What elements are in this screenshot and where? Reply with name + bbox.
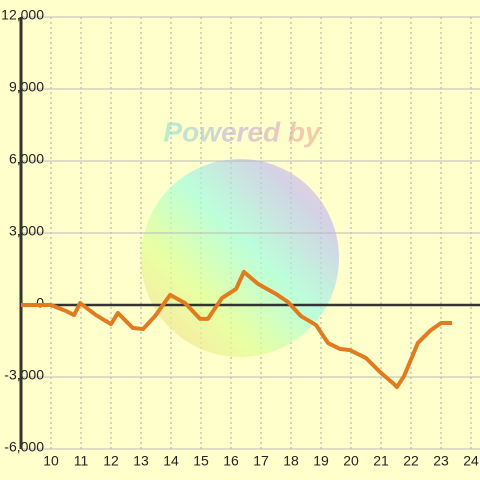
x-tick-label: 24 bbox=[463, 453, 479, 469]
x-tick-label: 15 bbox=[193, 453, 209, 469]
y-tick-label: -3,000 bbox=[4, 367, 44, 383]
x-tick-label: 18 bbox=[283, 453, 299, 469]
x-tick-label: 13 bbox=[133, 453, 149, 469]
watermark: Powered by bbox=[163, 116, 322, 147]
x-tick-label: 11 bbox=[74, 453, 89, 469]
y-tick-label: -6,000 bbox=[4, 439, 44, 455]
y-tick-label: 12,000 bbox=[1, 7, 44, 23]
x-tick-label: 21 bbox=[373, 453, 389, 469]
x-tick-label: 22 bbox=[403, 453, 419, 469]
y-tick-label: 6,000 bbox=[9, 151, 44, 167]
x-tick-label: 17 bbox=[253, 453, 269, 469]
y-tick-label: 0 bbox=[36, 295, 44, 311]
watermark-logo bbox=[141, 159, 339, 357]
y-tick-label: 9,000 bbox=[9, 79, 44, 95]
y-tick-label: 3,000 bbox=[9, 223, 44, 239]
data-line bbox=[21, 269, 453, 390]
x-tick-label: 10 bbox=[43, 453, 59, 469]
x-tick-label: 16 bbox=[223, 453, 239, 469]
x-tick-label: 14 bbox=[163, 453, 179, 469]
x-tick-label: 20 bbox=[343, 453, 359, 469]
x-tick-label: 23 bbox=[433, 453, 449, 469]
x-tick-label: 12 bbox=[103, 453, 119, 469]
x-tick-label: 19 bbox=[313, 453, 329, 469]
